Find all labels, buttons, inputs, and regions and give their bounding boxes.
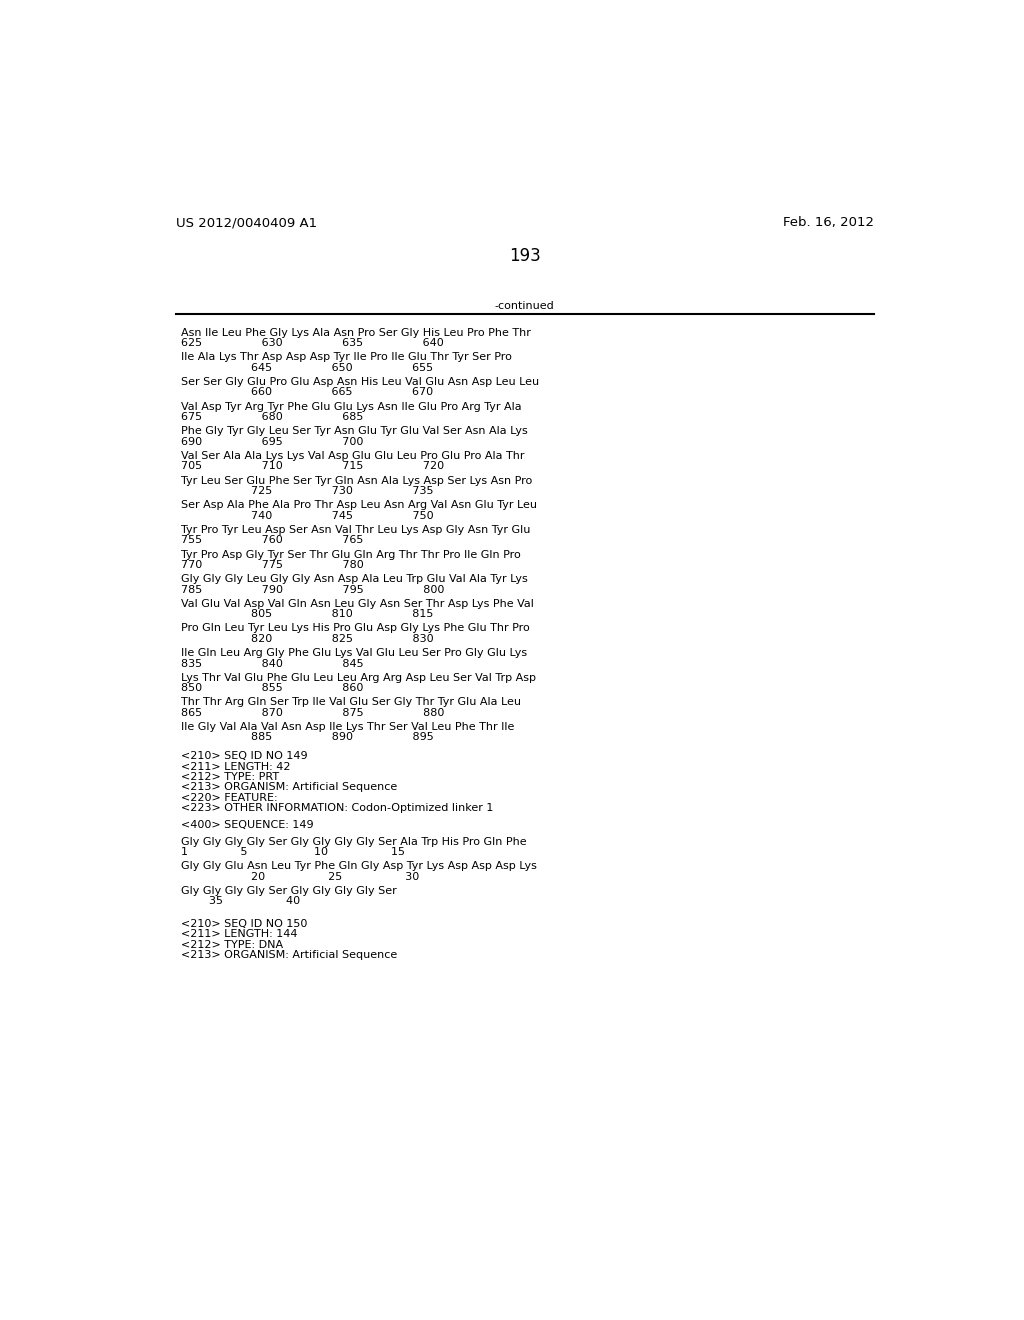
- Text: <212> TYPE: DNA: <212> TYPE: DNA: [180, 940, 283, 949]
- Text: Feb. 16, 2012: Feb. 16, 2012: [782, 216, 873, 230]
- Text: 675                 680                 685: 675 680 685: [180, 412, 364, 422]
- Text: Ile Gly Val Ala Val Asn Asp Ile Lys Thr Ser Val Leu Phe Thr Ile: Ile Gly Val Ala Val Asn Asp Ile Lys Thr …: [180, 722, 514, 733]
- Text: -continued: -continued: [495, 301, 555, 310]
- Text: <210> SEQ ID NO 149: <210> SEQ ID NO 149: [180, 751, 307, 762]
- Text: <210> SEQ ID NO 150: <210> SEQ ID NO 150: [180, 919, 307, 929]
- Text: 885                 890                 895: 885 890 895: [180, 733, 433, 742]
- Text: Thr Thr Arg Gln Ser Trp Ile Val Glu Ser Gly Thr Tyr Glu Ala Leu: Thr Thr Arg Gln Ser Trp Ile Val Glu Ser …: [180, 697, 520, 708]
- Text: 835                 840                 845: 835 840 845: [180, 659, 364, 668]
- Text: Val Glu Val Asp Val Gln Asn Leu Gly Asn Ser Thr Asp Lys Phe Val: Val Glu Val Asp Val Gln Asn Leu Gly Asn …: [180, 599, 534, 609]
- Text: Tyr Pro Asp Gly Tyr Ser Thr Glu Gln Arg Thr Thr Pro Ile Gln Pro: Tyr Pro Asp Gly Tyr Ser Thr Glu Gln Arg …: [180, 549, 520, 560]
- Text: 625                 630                 635                 640: 625 630 635 640: [180, 338, 443, 348]
- Text: 1               5                   10                  15: 1 5 10 15: [180, 847, 404, 857]
- Text: 725                 730                 735: 725 730 735: [180, 486, 433, 496]
- Text: 645                 650                 655: 645 650 655: [180, 363, 433, 372]
- Text: Lys Thr Val Glu Phe Glu Leu Leu Arg Arg Asp Leu Ser Val Trp Asp: Lys Thr Val Glu Phe Glu Leu Leu Arg Arg …: [180, 673, 536, 682]
- Text: 755                 760                 765: 755 760 765: [180, 536, 364, 545]
- Text: <211> LENGTH: 42: <211> LENGTH: 42: [180, 762, 290, 772]
- Text: <213> ORGANISM: Artificial Sequence: <213> ORGANISM: Artificial Sequence: [180, 950, 397, 960]
- Text: Val Asp Tyr Arg Tyr Phe Glu Glu Lys Asn Ile Glu Pro Arg Tyr Ala: Val Asp Tyr Arg Tyr Phe Glu Glu Lys Asn …: [180, 401, 521, 412]
- Text: <211> LENGTH: 144: <211> LENGTH: 144: [180, 929, 297, 939]
- Text: <212> TYPE: PRT: <212> TYPE: PRT: [180, 772, 279, 781]
- Text: Ser Asp Ala Phe Ala Pro Thr Asp Leu Asn Arg Val Asn Glu Tyr Leu: Ser Asp Ala Phe Ala Pro Thr Asp Leu Asn …: [180, 500, 537, 511]
- Text: 690                 695                 700: 690 695 700: [180, 437, 364, 446]
- Text: Tyr Leu Ser Glu Phe Ser Tyr Gln Asn Ala Lys Asp Ser Lys Asn Pro: Tyr Leu Ser Glu Phe Ser Tyr Gln Asn Ala …: [180, 475, 531, 486]
- Text: 193: 193: [509, 247, 541, 265]
- Text: US 2012/0040409 A1: US 2012/0040409 A1: [176, 216, 317, 230]
- Text: Gly Gly Gly Leu Gly Gly Asn Asp Ala Leu Trp Glu Val Ala Tyr Lys: Gly Gly Gly Leu Gly Gly Asn Asp Ala Leu …: [180, 574, 527, 585]
- Text: Pro Gln Leu Tyr Leu Lys His Pro Glu Asp Gly Lys Phe Glu Thr Pro: Pro Gln Leu Tyr Leu Lys His Pro Glu Asp …: [180, 623, 529, 634]
- Text: 820                 825                 830: 820 825 830: [180, 634, 433, 644]
- Text: Gly Gly Gly Gly Ser Gly Gly Gly Gly Ser: Gly Gly Gly Gly Ser Gly Gly Gly Gly Ser: [180, 886, 396, 896]
- Text: 740                 745                 750: 740 745 750: [180, 511, 433, 520]
- Text: Ile Gln Leu Arg Gly Phe Glu Lys Val Glu Leu Ser Pro Gly Glu Lys: Ile Gln Leu Arg Gly Phe Glu Lys Val Glu …: [180, 648, 526, 659]
- Text: Asn Ile Leu Phe Gly Lys Ala Asn Pro Ser Gly His Leu Pro Phe Thr: Asn Ile Leu Phe Gly Lys Ala Asn Pro Ser …: [180, 327, 530, 338]
- Text: 865                 870                 875                 880: 865 870 875 880: [180, 708, 444, 718]
- Text: 705                 710                 715                 720: 705 710 715 720: [180, 462, 443, 471]
- Text: 805                 810                 815: 805 810 815: [180, 610, 433, 619]
- Text: 850                 855                 860: 850 855 860: [180, 684, 364, 693]
- Text: Gly Gly Gly Gly Ser Gly Gly Gly Gly Ser Ala Trp His Pro Gln Phe: Gly Gly Gly Gly Ser Gly Gly Gly Gly Ser …: [180, 837, 526, 846]
- Text: 35                  40: 35 40: [180, 896, 300, 907]
- Text: Ile Ala Lys Thr Asp Asp Asp Tyr Ile Pro Ile Glu Thr Tyr Ser Pro: Ile Ala Lys Thr Asp Asp Asp Tyr Ile Pro …: [180, 352, 512, 363]
- Text: Ser Ser Gly Glu Pro Glu Asp Asn His Leu Val Glu Asn Asp Leu Leu: Ser Ser Gly Glu Pro Glu Asp Asn His Leu …: [180, 378, 539, 387]
- Text: <400> SEQUENCE: 149: <400> SEQUENCE: 149: [180, 820, 313, 830]
- Text: <223> OTHER INFORMATION: Codon-Optimized linker 1: <223> OTHER INFORMATION: Codon-Optimized…: [180, 804, 494, 813]
- Text: Tyr Pro Tyr Leu Asp Ser Asn Val Thr Leu Lys Asp Gly Asn Tyr Glu: Tyr Pro Tyr Leu Asp Ser Asn Val Thr Leu …: [180, 525, 530, 535]
- Text: 785                 790                 795                 800: 785 790 795 800: [180, 585, 444, 594]
- Text: 770                 775                 780: 770 775 780: [180, 560, 364, 570]
- Text: Phe Gly Tyr Gly Leu Ser Tyr Asn Glu Tyr Glu Val Ser Asn Ala Lys: Phe Gly Tyr Gly Leu Ser Tyr Asn Glu Tyr …: [180, 426, 527, 437]
- Text: <220> FEATURE:: <220> FEATURE:: [180, 793, 278, 803]
- Text: 20                  25                  30: 20 25 30: [180, 871, 419, 882]
- Text: 660                 665                 670: 660 665 670: [180, 388, 433, 397]
- Text: Gly Gly Glu Asn Leu Tyr Phe Gln Gly Asp Tyr Lys Asp Asp Asp Lys: Gly Gly Glu Asn Leu Tyr Phe Gln Gly Asp …: [180, 861, 537, 871]
- Text: <213> ORGANISM: Artificial Sequence: <213> ORGANISM: Artificial Sequence: [180, 783, 397, 792]
- Text: Val Ser Ala Ala Lys Lys Val Asp Glu Glu Leu Pro Glu Pro Ala Thr: Val Ser Ala Ala Lys Lys Val Asp Glu Glu …: [180, 451, 524, 461]
